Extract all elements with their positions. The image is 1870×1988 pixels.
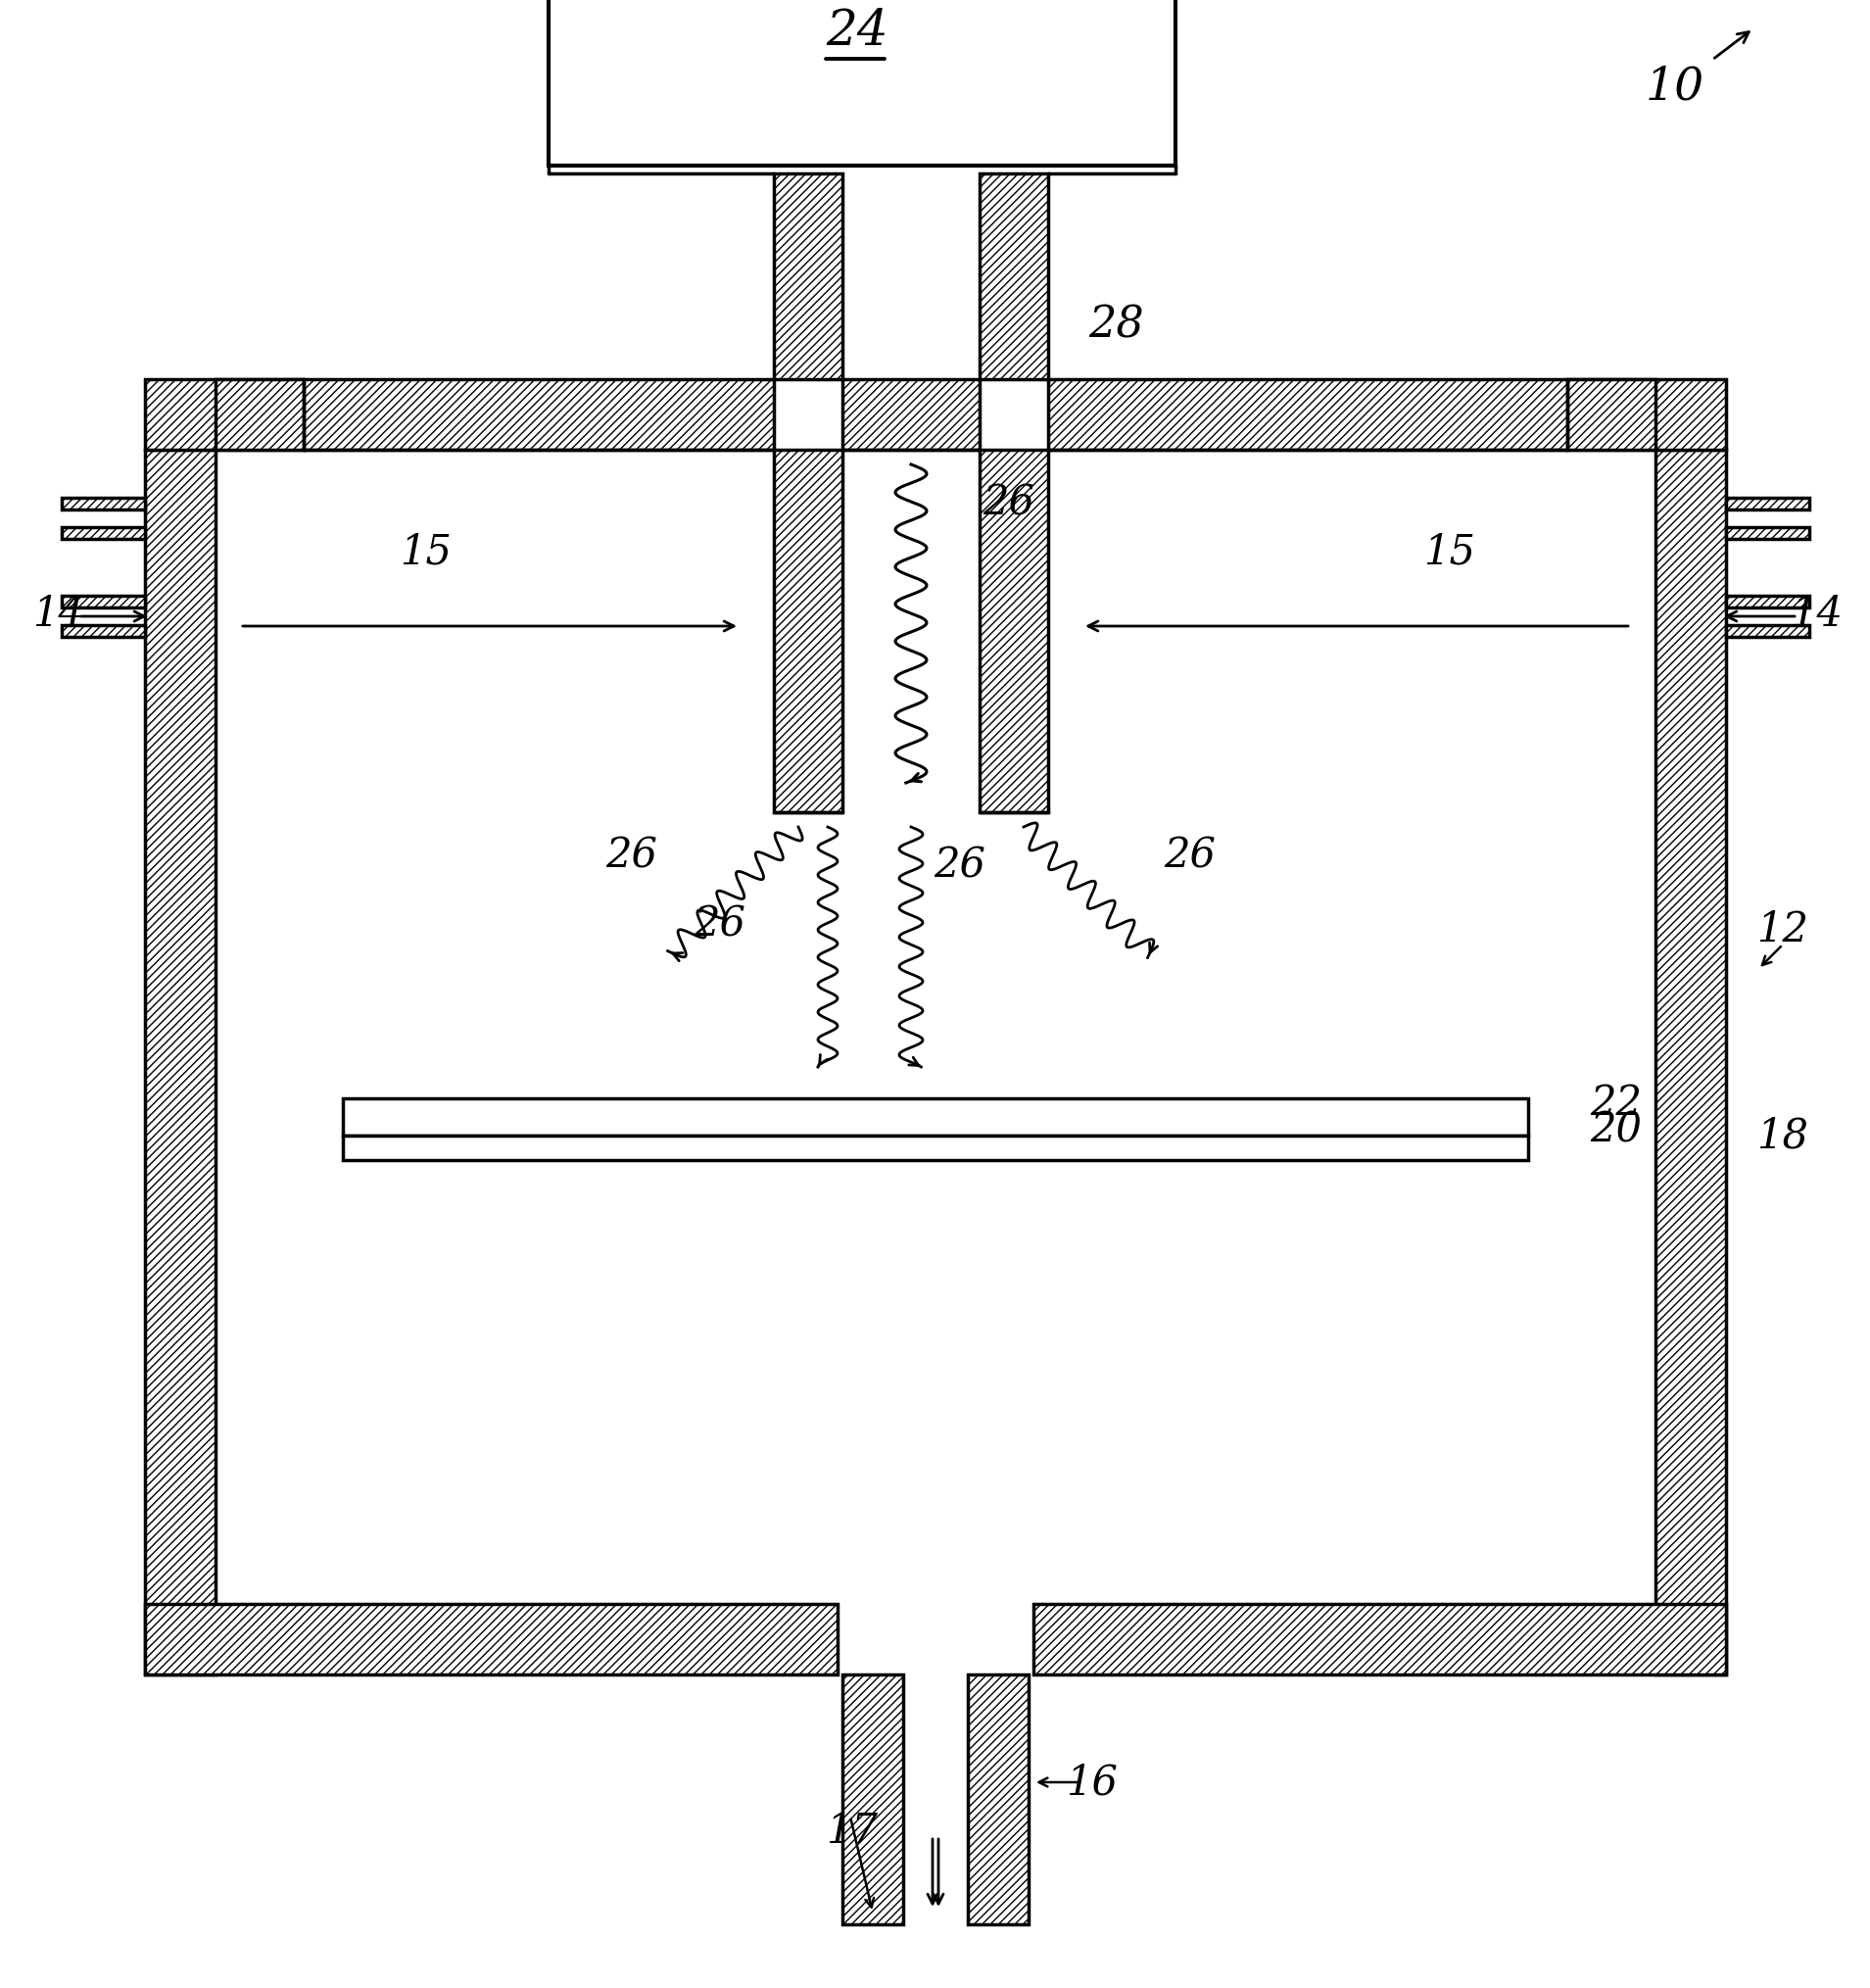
Text: 18: 18 bbox=[1756, 1115, 1808, 1157]
Bar bbox=[146, 449, 215, 1674]
Text: 14: 14 bbox=[34, 594, 84, 634]
Bar bbox=[62, 596, 146, 608]
Text: 20: 20 bbox=[1590, 1109, 1642, 1151]
Bar bbox=[1726, 596, 1810, 608]
Bar bbox=[842, 1674, 903, 1924]
Bar bbox=[215, 380, 303, 449]
Bar bbox=[342, 1135, 1528, 1161]
Bar bbox=[1726, 497, 1810, 509]
Bar bbox=[1655, 449, 1726, 1674]
Text: 15: 15 bbox=[400, 533, 453, 573]
Bar bbox=[1567, 380, 1655, 449]
Bar bbox=[62, 624, 146, 636]
Text: 16: 16 bbox=[1066, 1761, 1118, 1803]
Bar bbox=[146, 380, 774, 449]
Bar bbox=[62, 497, 146, 509]
Bar bbox=[1034, 1604, 1726, 1674]
Text: 17: 17 bbox=[827, 1811, 879, 1851]
Bar bbox=[980, 173, 1049, 380]
Text: 26: 26 bbox=[984, 483, 1034, 525]
Text: 22: 22 bbox=[1590, 1083, 1642, 1123]
Text: 28: 28 bbox=[1088, 304, 1144, 346]
Text: 15: 15 bbox=[1423, 533, 1475, 573]
Bar bbox=[842, 380, 980, 449]
Bar bbox=[969, 1674, 1028, 1924]
Bar bbox=[548, 0, 1176, 165]
Text: 26: 26 bbox=[933, 845, 985, 887]
Bar bbox=[774, 173, 842, 380]
Bar bbox=[146, 1604, 838, 1674]
Bar bbox=[62, 527, 146, 539]
Text: 10: 10 bbox=[1646, 66, 1705, 109]
Text: 26: 26 bbox=[1165, 835, 1216, 877]
Bar bbox=[1726, 527, 1810, 539]
Bar bbox=[1726, 624, 1810, 636]
Bar bbox=[980, 449, 1049, 813]
Bar bbox=[1049, 380, 1726, 449]
Bar bbox=[342, 1097, 1528, 1135]
Text: 24: 24 bbox=[827, 8, 888, 56]
Text: 26: 26 bbox=[606, 835, 658, 877]
Text: 14: 14 bbox=[1791, 594, 1844, 634]
Text: 12: 12 bbox=[1756, 909, 1808, 950]
Bar bbox=[774, 449, 842, 813]
Text: 26: 26 bbox=[694, 905, 746, 946]
